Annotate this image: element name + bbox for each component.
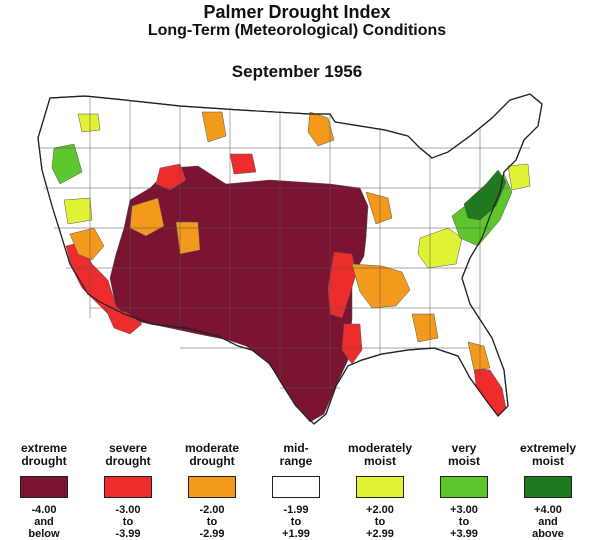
region-severe-drought-arizona [105,309,143,335]
legend-swatch [524,476,572,498]
region-moderate-drought-alabama [411,313,439,343]
legend-swatch [20,476,68,498]
region-very-moist-washington [51,143,83,185]
legend-swatch [272,476,320,498]
legend-label: moderately moist [347,441,413,468]
region-moderate-drought-midsouth [351,263,411,309]
legend-item: severe drought -3.00 to -3.99 [86,440,170,540]
legend-item: moderate drought -2.00 to -2.99 [170,440,254,540]
region-severe-drought-lower-miss [341,323,363,365]
region-moderate-drought-georgia [467,341,491,371]
legend-range: +4.00 and above [532,504,564,540]
legend-label: extremely moist [519,441,577,468]
legend-item: moderately moist +2.00 to +2.99 [338,440,422,540]
us-outline-stroke [37,93,543,425]
map-date: September 1956 [231,62,363,81]
division-lines [40,98,530,389]
legend-swatch [104,476,152,498]
region-moderate-drought-minnesota [307,111,335,147]
region-moderate-drought-idaho [129,197,165,237]
legend-range: +3.00 to +3.99 [450,504,478,540]
region-moderately-moist-oregon [63,197,93,225]
legend-range: -1.99 to +1.99 [282,504,310,540]
legend-item: extreme drought -4.00 and below [2,440,86,540]
legend-range: +2.00 to +2.99 [366,504,394,540]
legend-range: -3.00 to -3.99 [115,504,141,540]
legend-swatch [440,476,488,498]
region-severe-drought-midwest [327,251,357,319]
legend-label: mid- range [279,441,313,468]
us-drought-map [37,93,543,425]
region-moderate-drought-colorado [175,221,201,255]
region-moderately-moist-washington [77,113,101,133]
legend-label: moderate drought [184,441,240,468]
legend-label: very moist [447,441,480,468]
map-title: Palmer Drought Index [203,2,391,22]
region-extremely-moist-pennsylvania [463,169,507,221]
legend-range: -2.00 to -2.99 [199,504,225,540]
region-severe-drought-dakotas [229,153,257,175]
map-subtitle: Long-Term (Meteorological) Conditions [147,22,447,39]
legend-item: extremely moist +4.00 and above [506,440,590,540]
legend-label: severe drought [105,441,151,468]
legend-item: very moist +3.00 to +3.99 [422,440,506,540]
region-severe-drought-wyoming [155,163,187,191]
legend-swatch [356,476,404,498]
legend-item: mid- range -1.99 to +1.99 [254,440,338,540]
legend-range: -4.00 and below [28,504,60,540]
region-moderately-moist-new-york [507,163,531,191]
region-moderate-drought-illinois [365,191,393,225]
region-moderate-drought-montana [201,111,227,143]
legend-swatch [188,476,236,498]
legend-label: extreme drought [20,441,68,468]
